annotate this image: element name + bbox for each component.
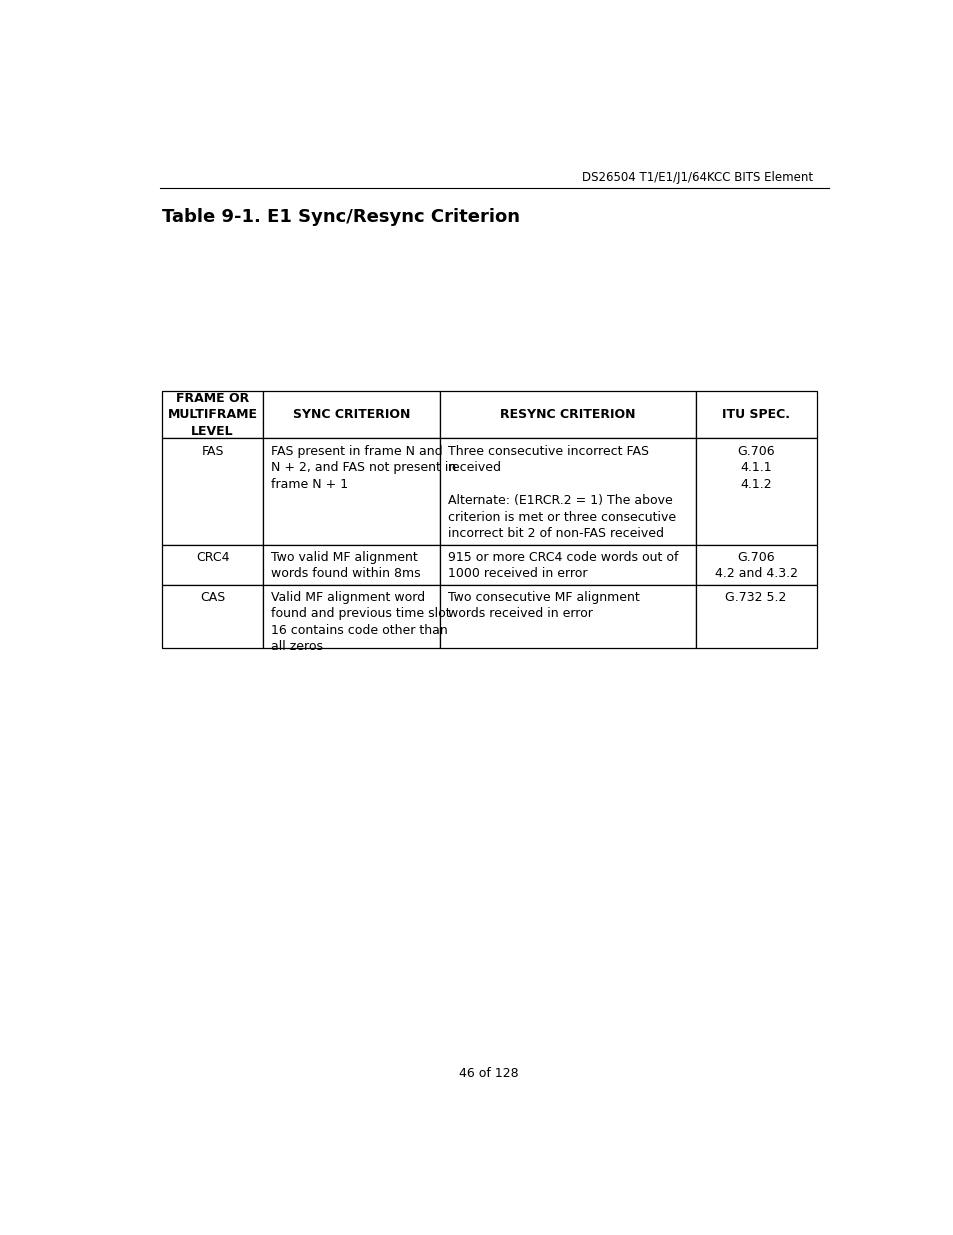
Text: Table 9-1. E1 Sync/Resync Criterion: Table 9-1. E1 Sync/Resync Criterion [162, 209, 519, 226]
Text: CRC4: CRC4 [195, 551, 229, 564]
Text: SYNC CRITERION: SYNC CRITERION [293, 408, 410, 421]
Bar [162, 545, 263, 585]
Text: G.706
4.1.1
4.1.2: G.706 4.1.1 4.1.2 [737, 445, 774, 490]
Text: 915 or more CRC4 code words out of
1000 received in error: 915 or more CRC4 code words out of 1000 … [448, 551, 678, 580]
Bar [263, 585, 439, 648]
Bar [695, 390, 816, 438]
Bar [263, 390, 439, 438]
Bar [439, 585, 695, 648]
Text: RESYNC CRITERION: RESYNC CRITERION [499, 408, 635, 421]
Bar [439, 390, 695, 438]
Bar [439, 438, 695, 545]
Text: Valid MF alignment word
found and previous time slot
16 contains code other than: Valid MF alignment word found and previo… [271, 592, 450, 653]
Text: DS26504 T1/E1/J1/64KCC BITS Element: DS26504 T1/E1/J1/64KCC BITS Element [581, 172, 812, 184]
Text: ITU SPEC.: ITU SPEC. [721, 408, 789, 421]
Text: FRAME OR
MULTIFRAME
LEVEL: FRAME OR MULTIFRAME LEVEL [168, 391, 257, 437]
Bar [263, 545, 439, 585]
Text: Three consecutive incorrect FAS
received

Alternate: (E1RCR.2 = 1) The above
cri: Three consecutive incorrect FAS received… [448, 445, 676, 540]
Bar [695, 545, 816, 585]
Bar [162, 390, 263, 438]
Text: FAS present in frame N and
N + 2, and FAS not present in
frame N + 1: FAS present in frame N and N + 2, and FA… [271, 445, 456, 490]
Text: Two valid MF alignment
words found within 8ms: Two valid MF alignment words found withi… [271, 551, 420, 580]
Text: CAS: CAS [200, 592, 225, 604]
Text: G.706
4.2 and 4.3.2: G.706 4.2 and 4.3.2 [714, 551, 797, 580]
Text: Two consecutive MF alignment
words received in error: Two consecutive MF alignment words recei… [448, 592, 639, 620]
Bar [162, 438, 263, 545]
Text: 46 of 128: 46 of 128 [458, 1067, 518, 1079]
Text: G.732 5.2: G.732 5.2 [724, 592, 786, 604]
Bar [695, 438, 816, 545]
Text: FAS: FAS [201, 445, 224, 458]
Bar [263, 438, 439, 545]
Bar [162, 585, 263, 648]
Bar [695, 585, 816, 648]
Bar [439, 545, 695, 585]
